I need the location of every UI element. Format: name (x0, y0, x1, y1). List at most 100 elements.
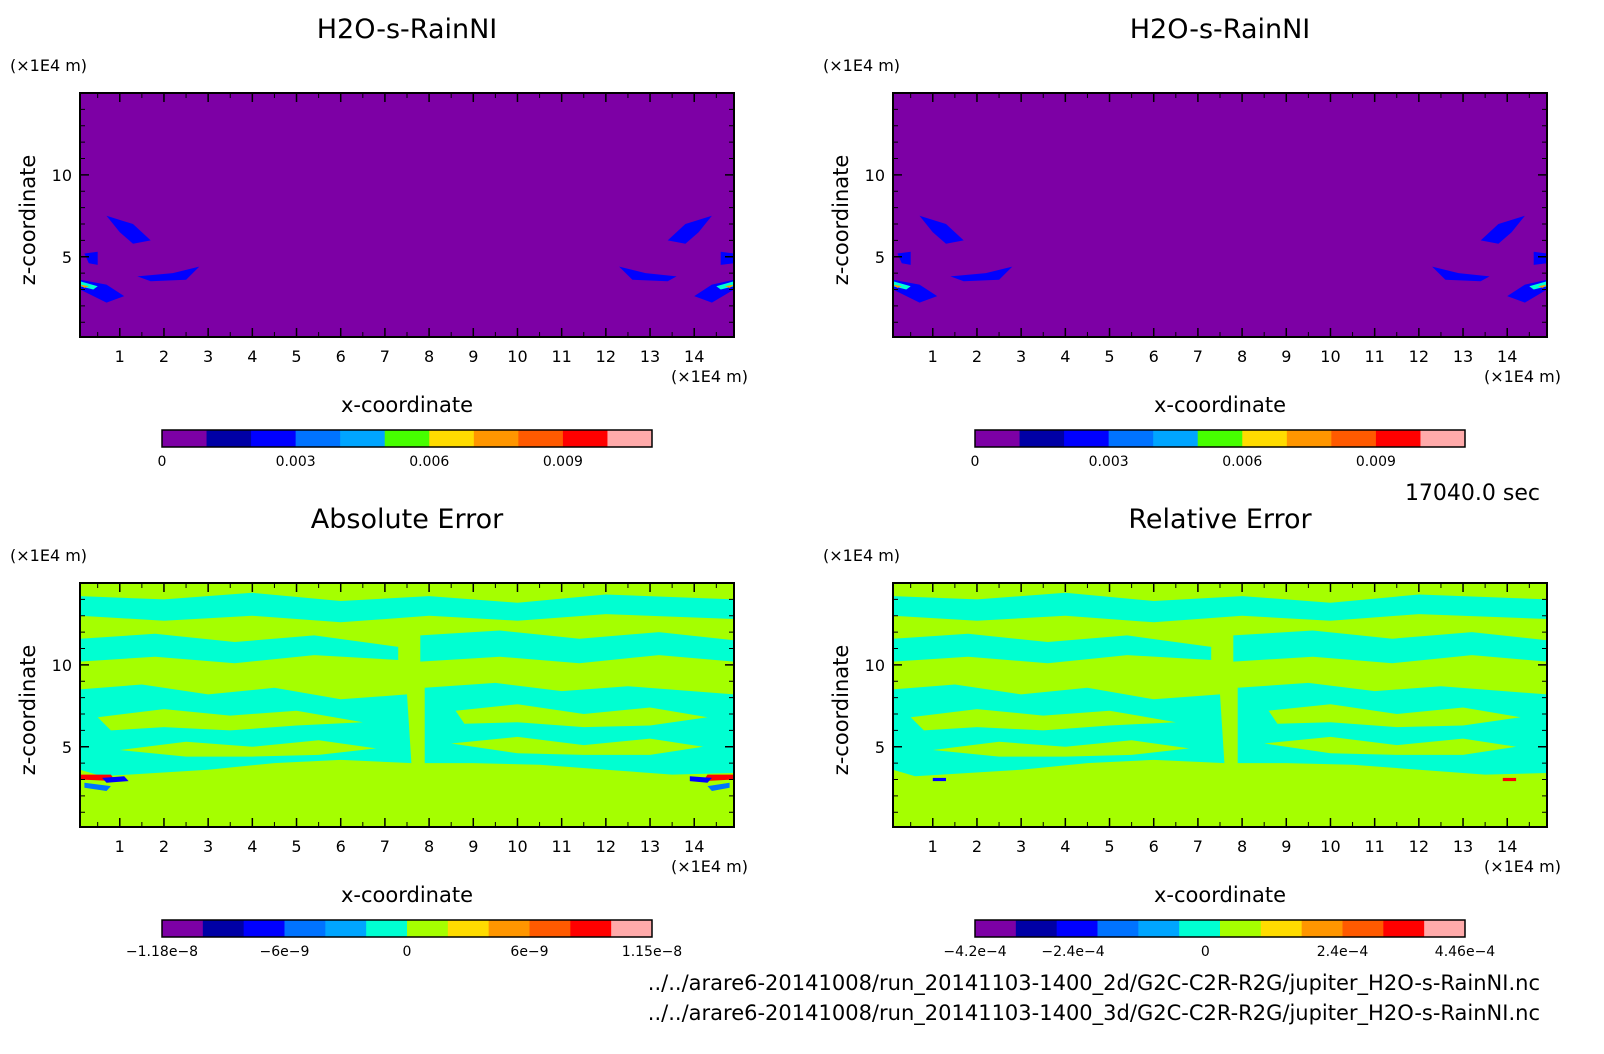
x-tick-label: 2 (159, 347, 169, 366)
colorbar-label: 0.006 (1222, 454, 1262, 470)
contour-region (1233, 630, 1547, 664)
contour-region (893, 633, 1212, 664)
contour-region (716, 281, 734, 290)
x-tick-label: 6 (1149, 347, 1159, 366)
colorbar-swatch (518, 430, 564, 447)
colorbar-swatch (384, 430, 430, 447)
x-tick-label: 8 (424, 347, 434, 366)
contour-region (80, 592, 734, 623)
colorbar-label: 4.46e−4 (1435, 944, 1496, 960)
colorbar-swatch (975, 920, 1017, 937)
colorbar-swatch (447, 920, 490, 937)
colorbar-swatch (202, 920, 245, 937)
contour-layer (893, 215, 1547, 303)
colorbar-swatch (570, 920, 612, 937)
x-tick-label: 9 (468, 347, 478, 366)
contour-region (1237, 682, 1547, 775)
colorbar-swatch (162, 920, 204, 937)
colorbar-swatch (366, 920, 408, 937)
contour-region (106, 215, 151, 244)
x-tick-label: 13 (1453, 837, 1473, 856)
x-tick-label: 5 (291, 837, 301, 856)
x-tick-label: 12 (596, 837, 616, 856)
colorbar-swatch (1179, 920, 1221, 937)
y-tick-label: 10 (52, 166, 72, 185)
contour-region (720, 251, 734, 265)
contour-region (897, 251, 911, 265)
chart-title: Absolute Error (311, 504, 504, 535)
colorbar-swatch (1019, 430, 1065, 447)
colorbar-label: −1.18e−8 (126, 944, 198, 960)
x-tick-label: 7 (1193, 837, 1203, 856)
x-tick-label: 3 (1016, 347, 1026, 366)
contour-region (119, 740, 377, 757)
colorbar-swatch (607, 430, 653, 447)
contour-region (1480, 215, 1525, 244)
contour-region (80, 633, 399, 664)
x-tick-label: 4 (247, 837, 257, 856)
x-tick-label: 3 (203, 837, 213, 856)
contour-region (84, 251, 98, 265)
x-tick-label: 5 (1104, 347, 1114, 366)
colorbar-label: −4.2e−4 (943, 944, 1006, 960)
x-tick-label: 1 (928, 347, 938, 366)
time-label: 17040.0 sec (1405, 481, 1540, 506)
contour-region (451, 736, 704, 755)
x-tick-label: 2 (972, 837, 982, 856)
x-tick-label: 7 (1193, 347, 1203, 366)
x-tick-label: 5 (1104, 837, 1114, 856)
colorbar-label: 0 (971, 454, 980, 470)
colorbar-swatch (1301, 920, 1343, 937)
contour-region (910, 709, 1176, 731)
chart-panel-4: Relative Error(×1E4 m)(×1E4 m)1 2 3 4 5 6 7 8 9 1… (823, 504, 1561, 960)
contour-region (689, 776, 712, 783)
x-tick-label: 9 (1281, 837, 1291, 856)
x-tick-label: 9 (1281, 347, 1291, 366)
x-axis-unit: (×1E4 m) (1484, 857, 1561, 876)
colorbar-frame (161, 919, 653, 938)
x-tick-label: 4 (247, 347, 257, 366)
x-axis-label: x-coordinate (1154, 883, 1286, 907)
y-axis-label: z-coordinate (829, 155, 853, 286)
colorbar-swatch (1064, 430, 1110, 447)
file-path-2d: ../../arare6-20141008/run_20141103-1400_… (648, 971, 1540, 996)
y-tick-label: 5 (62, 248, 72, 267)
y-tick-label: 5 (875, 248, 885, 267)
colorbar-swatch (284, 920, 326, 937)
x-tick-label: 1 (115, 837, 125, 856)
y-axis-unit: (×1E4 m) (10, 56, 87, 75)
colorbar-swatch (1056, 920, 1098, 937)
colorbar-swatch (1153, 430, 1199, 447)
contour-region (919, 215, 964, 244)
chart-title: Relative Error (1128, 504, 1312, 535)
contour-region (424, 682, 734, 775)
contour-region (703, 774, 734, 782)
colorbar-label: −2.4e−4 (1041, 944, 1104, 960)
chart-panel-1: H2O-s-RainNI(×1E4 m)(×1E4 m)1 2 3 4 5 6 7 8 9 10 1… (10, 14, 748, 470)
contour-layer (893, 583, 1547, 782)
chart-title: H2O-s-RainNI (1130, 14, 1311, 45)
colorbar-label: 0.009 (1356, 454, 1396, 470)
contour-region (455, 704, 708, 728)
x-tick-label: 11 (551, 837, 571, 856)
contour-region (1529, 281, 1547, 290)
colorbar-frame (161, 429, 653, 448)
x-tick-label: 12 (1409, 837, 1429, 856)
y-axis-label: z-coordinate (16, 645, 40, 776)
colorbar-swatch (1242, 430, 1288, 447)
colorbar-swatch (562, 430, 608, 447)
colorbar-swatch (1420, 430, 1466, 447)
contour-region (1538, 284, 1547, 288)
contour-region (950, 266, 1013, 282)
colorbar-label: 0.003 (1089, 454, 1129, 470)
x-tick-label: 11 (551, 347, 571, 366)
x-tick-label: 8 (1237, 837, 1247, 856)
x-axis-label: x-coordinate (341, 393, 473, 417)
x-tick-label: 12 (596, 347, 616, 366)
x-axis-unit: (×1E4 m) (671, 367, 748, 386)
chart-title: H2O-s-RainNI (317, 14, 498, 45)
contour-region (1264, 736, 1517, 755)
contour-region (1268, 704, 1521, 728)
colorbar-swatch (1015, 920, 1058, 937)
y-tick-label: 10 (865, 166, 885, 185)
